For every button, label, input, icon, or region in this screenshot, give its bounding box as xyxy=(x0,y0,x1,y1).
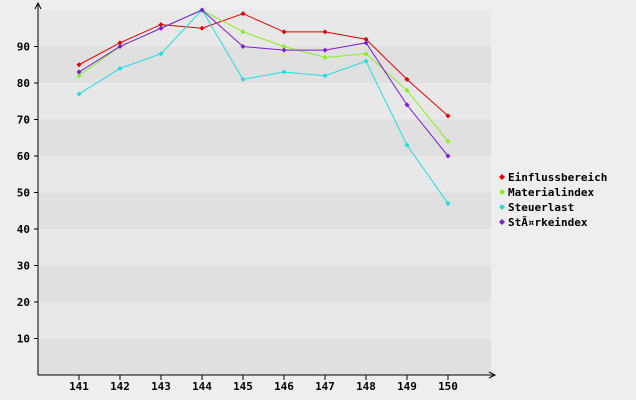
x-tick-label: 148 xyxy=(356,380,376,393)
data-point xyxy=(363,40,369,46)
y-axis-arrow xyxy=(34,1,42,10)
x-tick-label: 144 xyxy=(192,380,212,393)
data-point xyxy=(363,58,369,64)
data-point xyxy=(363,36,369,42)
grid-band xyxy=(38,229,491,266)
data-point xyxy=(445,138,451,144)
grid-band xyxy=(38,83,491,120)
grid-band xyxy=(38,265,491,302)
series-line xyxy=(78,9,449,157)
data-point xyxy=(322,54,328,60)
x-tick-label: 150 xyxy=(438,380,458,393)
y-tick-label: 20 xyxy=(17,296,30,309)
data-point xyxy=(445,200,451,206)
data-point xyxy=(117,65,123,71)
x-tick-label: 146 xyxy=(274,380,294,393)
series-line xyxy=(78,13,449,117)
data-point xyxy=(363,51,369,57)
data-point xyxy=(322,47,328,53)
grid-band xyxy=(38,119,491,156)
grid-band xyxy=(38,192,491,229)
grid-band xyxy=(38,10,491,47)
grid-band xyxy=(38,156,491,193)
x-axis-arrow xyxy=(488,371,497,379)
x-tick-label: 145 xyxy=(233,380,253,393)
legend-label: Steuerlast xyxy=(508,201,574,214)
data-point xyxy=(76,62,82,68)
x-tick-label: 141 xyxy=(69,380,89,393)
data-point xyxy=(445,113,451,119)
x-tick-label: 149 xyxy=(397,380,417,393)
data-point xyxy=(199,25,205,31)
data-point xyxy=(281,44,287,49)
data-point xyxy=(445,153,451,159)
legend-marker xyxy=(499,189,505,195)
y-tick-label: 50 xyxy=(17,187,30,200)
y-tick-label: 60 xyxy=(17,150,30,163)
data-point xyxy=(240,76,246,82)
legend-label: Einflussbereich xyxy=(508,171,607,184)
plot-background xyxy=(38,10,491,375)
data-point xyxy=(76,69,82,75)
data-point xyxy=(199,7,205,13)
data-point xyxy=(117,40,123,46)
data-point xyxy=(322,73,328,79)
data-point xyxy=(158,25,164,31)
legend-label: StÃ¤rkeindex xyxy=(508,216,588,229)
data-point xyxy=(240,11,246,17)
axes xyxy=(34,1,497,379)
data-point xyxy=(158,22,164,28)
data-point xyxy=(404,87,410,93)
data-point xyxy=(240,44,246,49)
legend-marker xyxy=(499,204,505,210)
legend-label: Materialindex xyxy=(508,186,594,199)
y-tick-label: 30 xyxy=(17,260,30,273)
data-point xyxy=(76,91,82,97)
grid-band xyxy=(38,338,491,375)
legend: Einflussbereich Materialindex Steuerlast St… xyxy=(499,171,607,229)
data-point xyxy=(404,142,410,148)
y-tick-label: 90 xyxy=(17,41,30,54)
axis-ticks: 10 20 30 40 50 60 70 80 90 141 142 143 144 145 146 147 1… xyxy=(17,41,458,394)
data-point xyxy=(117,44,123,49)
data-point xyxy=(322,29,328,35)
series-line xyxy=(78,9,449,204)
data-point xyxy=(281,47,287,53)
legend-marker xyxy=(499,219,505,225)
x-tick-label: 143 xyxy=(151,380,171,393)
data-point xyxy=(404,76,410,82)
data-point xyxy=(158,51,164,57)
data-point xyxy=(281,29,287,35)
legend-marker xyxy=(499,174,505,180)
data-point xyxy=(76,73,82,79)
grid-band xyxy=(38,302,491,339)
y-tick-label: 70 xyxy=(17,114,30,127)
y-tick-label: 80 xyxy=(17,77,30,90)
series-lines xyxy=(76,7,451,206)
data-point xyxy=(240,29,246,35)
grid-band xyxy=(38,46,491,83)
x-tick-label: 147 xyxy=(315,380,335,393)
data-point xyxy=(281,69,287,75)
y-tick-label: 10 xyxy=(17,333,30,346)
y-tick-label: 40 xyxy=(17,223,30,236)
x-tick-label: 142 xyxy=(110,380,130,393)
data-point xyxy=(404,102,410,108)
